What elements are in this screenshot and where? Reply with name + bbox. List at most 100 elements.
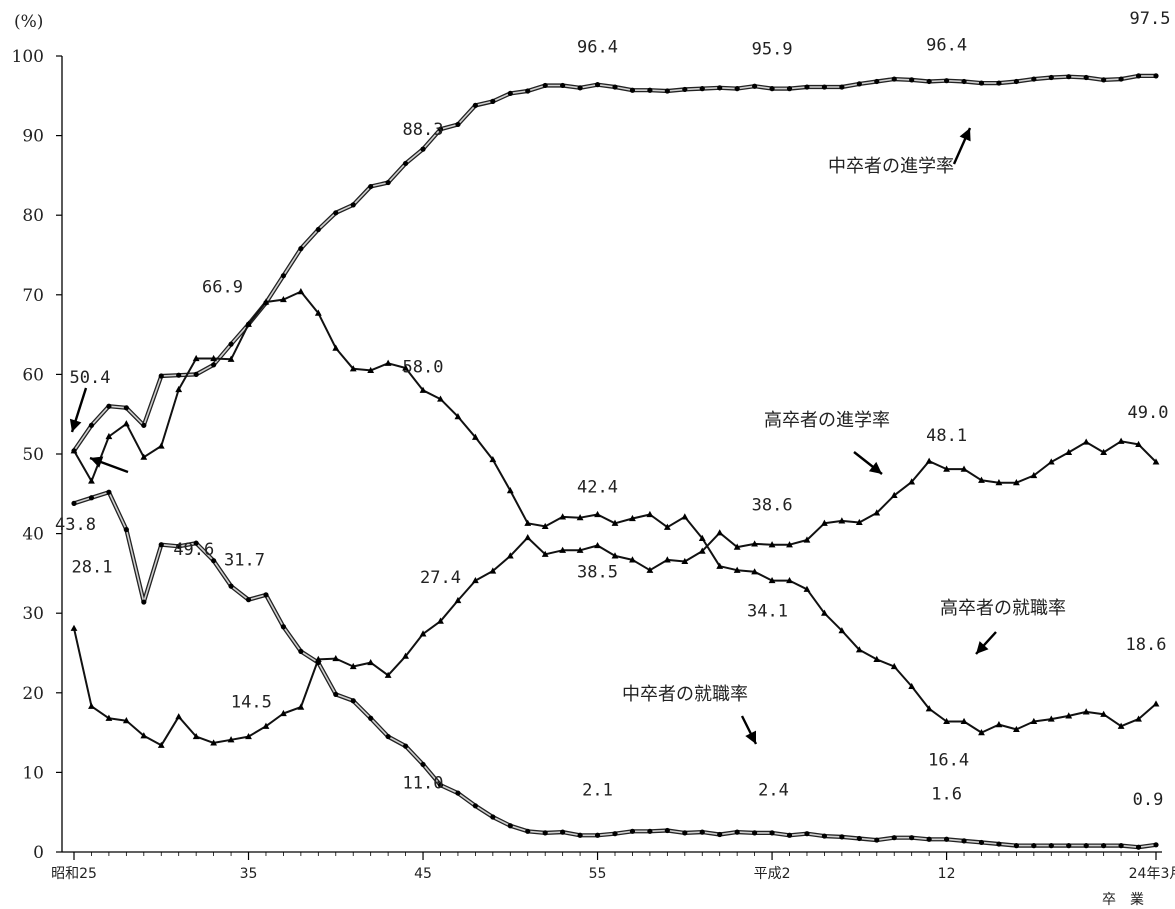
data-point bbox=[1031, 843, 1037, 849]
data-point bbox=[717, 831, 723, 838]
data-point bbox=[1083, 74, 1089, 81]
data-point bbox=[699, 86, 705, 92]
data-point bbox=[594, 832, 601, 838]
x-axis-ticks: 昭和25 35 45 55 平成2 12 24年3月 bbox=[51, 852, 1175, 882]
y-tick-label: 20 bbox=[22, 684, 44, 704]
data-point bbox=[1082, 708, 1090, 715]
data-point bbox=[1135, 844, 1142, 850]
y-axis-unit: (%) bbox=[14, 12, 43, 32]
data-point bbox=[1152, 700, 1160, 707]
data-point bbox=[262, 722, 270, 729]
data-point bbox=[821, 519, 828, 526]
data-point bbox=[455, 790, 461, 796]
data-point bbox=[925, 457, 933, 464]
data-point bbox=[594, 82, 601, 88]
data-point bbox=[314, 309, 322, 316]
data-point bbox=[647, 828, 653, 834]
data-point bbox=[733, 566, 741, 573]
data-label: 49.6 bbox=[173, 540, 214, 560]
data-point bbox=[786, 86, 793, 92]
data-point bbox=[280, 709, 287, 717]
data-point bbox=[472, 803, 478, 809]
data-point bbox=[717, 85, 723, 91]
data-point bbox=[663, 523, 671, 530]
data-label: 11.0 bbox=[403, 773, 444, 793]
series-line bbox=[73, 290, 1157, 734]
data-point bbox=[367, 658, 375, 666]
data-point bbox=[228, 583, 234, 589]
data-point bbox=[454, 412, 462, 420]
data-point bbox=[698, 534, 706, 541]
data-point bbox=[105, 714, 113, 721]
data-point bbox=[821, 84, 828, 90]
data-point bbox=[245, 597, 252, 603]
data-point bbox=[1135, 440, 1142, 448]
x-tick-label: 昭和25 bbox=[51, 866, 97, 882]
data-point bbox=[856, 835, 862, 842]
data-point bbox=[1118, 76, 1124, 82]
data-point bbox=[1012, 479, 1020, 486]
data-point bbox=[455, 121, 461, 128]
data-point bbox=[855, 518, 863, 526]
data-point bbox=[419, 386, 427, 393]
data-point bbox=[1117, 437, 1125, 444]
data-point bbox=[333, 691, 339, 697]
data-point bbox=[402, 160, 409, 167]
data-point bbox=[925, 705, 933, 712]
data-point bbox=[576, 546, 584, 553]
x-tick-label: 24年3月 bbox=[1129, 866, 1175, 882]
data-point bbox=[1082, 438, 1090, 445]
data-point bbox=[210, 739, 218, 746]
pointer-arrow-head bbox=[976, 641, 989, 654]
data-label: 48.1 bbox=[926, 426, 967, 446]
data-point bbox=[611, 519, 619, 526]
data-label: 88.3 bbox=[403, 120, 444, 140]
data-point bbox=[350, 698, 356, 704]
data-point bbox=[838, 627, 846, 634]
data-point bbox=[506, 487, 514, 494]
data-point bbox=[786, 541, 793, 548]
data-label: 18.6 bbox=[1126, 635, 1167, 655]
data-point bbox=[280, 273, 287, 279]
data-point bbox=[1117, 722, 1125, 729]
data-point bbox=[158, 542, 164, 548]
data-point bbox=[402, 652, 409, 659]
data-point bbox=[1100, 448, 1108, 456]
data-point bbox=[664, 88, 670, 94]
data-point bbox=[803, 536, 811, 543]
data-point bbox=[1013, 843, 1019, 849]
data-point bbox=[943, 78, 950, 84]
data-point bbox=[926, 78, 932, 85]
data-point bbox=[978, 729, 985, 736]
data-point bbox=[106, 489, 112, 495]
data-point bbox=[70, 447, 78, 454]
data-point bbox=[385, 733, 391, 740]
series-line-outer bbox=[73, 490, 1157, 850]
data-point bbox=[996, 841, 1002, 847]
data-point bbox=[629, 87, 636, 93]
data-point bbox=[891, 835, 897, 841]
data-point bbox=[698, 547, 706, 554]
data-point bbox=[140, 453, 148, 460]
data-point bbox=[122, 420, 130, 427]
data-point bbox=[471, 433, 479, 440]
series-name-label: 中卒者の就職率 bbox=[622, 684, 748, 705]
data-point bbox=[211, 558, 217, 564]
data-label: 2.1 bbox=[582, 780, 613, 800]
data-point bbox=[1047, 458, 1055, 465]
data-point bbox=[943, 836, 950, 842]
data-point bbox=[960, 717, 968, 725]
data-point bbox=[489, 567, 497, 574]
series-points bbox=[70, 73, 1160, 850]
data-point bbox=[752, 830, 758, 836]
y-tick-label: 30 bbox=[22, 604, 44, 624]
data-labels: 50.4 88.3 96.4 95.9 96.4 97.5 49.6 66.9 58.0 42.4… bbox=[55, 9, 1170, 810]
data-point bbox=[437, 395, 444, 402]
data-point bbox=[471, 576, 479, 584]
data-point bbox=[890, 491, 898, 498]
data-point bbox=[978, 476, 985, 483]
pointer-arrow-head bbox=[69, 418, 82, 432]
data-point bbox=[384, 359, 392, 366]
data-point bbox=[1047, 715, 1055, 722]
data-point bbox=[88, 477, 95, 484]
